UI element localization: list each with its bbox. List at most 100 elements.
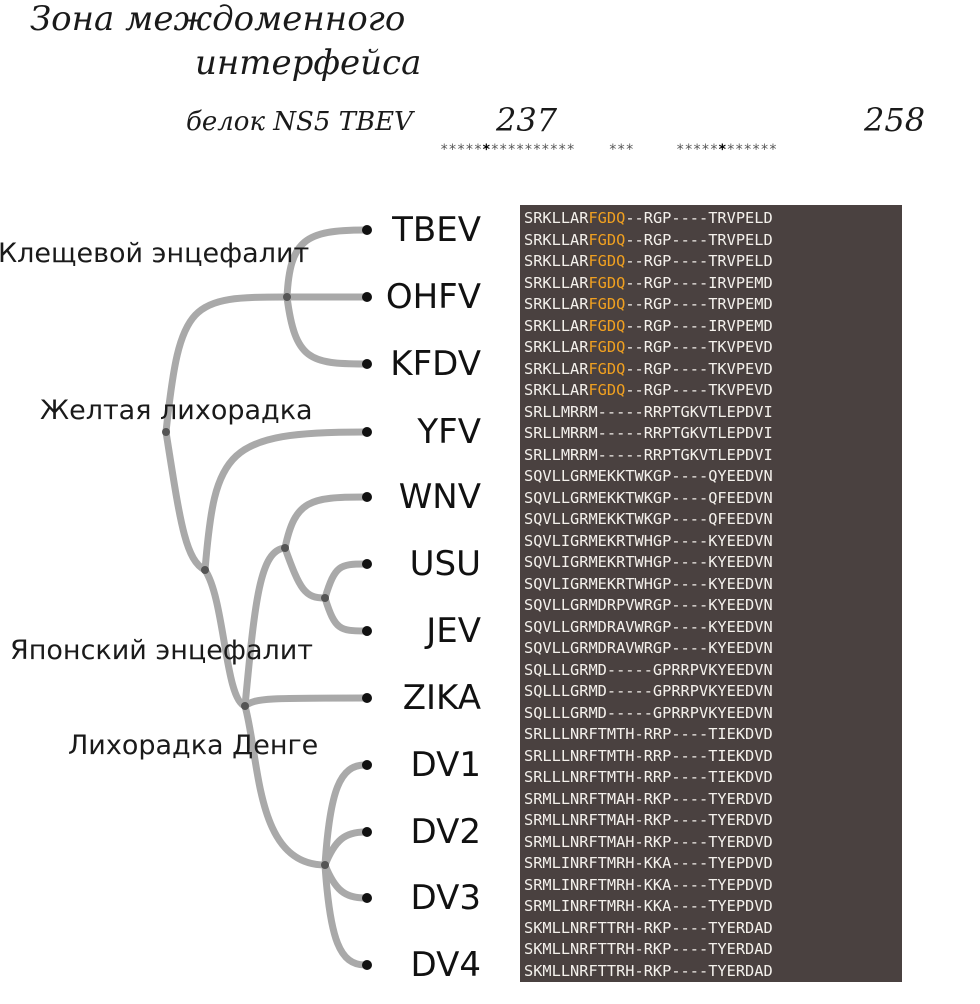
alignment-row: SRMLLNRFTMAH-RKP----TYERDVD [520,789,902,811]
tree-branch-tick-clade [162,293,291,436]
sequence-segment: --RGP----TRVPELD [625,209,773,227]
taxon-label-kfdv: KFDV [390,344,481,384]
sequence-segment: --RGP----TRVPEMD [625,295,773,313]
taxon-label-dv4: DV4 [410,945,481,985]
figure-title-line-2: интерфейса [195,43,422,83]
tree-branch-root-lower [162,428,209,574]
position-label-237: 237 [496,101,558,139]
sequence-segment: SKMLLNRFTTRH-RKP----TYERDAD [524,940,773,958]
sequence-segment: SQVLLGRMEKKTWKGP----QYEEDVN [524,467,773,485]
alignment-row: SRLLMRRM-----RRPTGKVTLEPDVI [520,402,902,424]
highlighted-motif: FGDQ [588,359,626,378]
sequence-segment: --RGP----TKVPEVD [625,359,773,378]
alignment-row: SRKLLARFGDQ--RGP----IRVPEMD [520,316,902,338]
taxon-label-dv1: DV1 [410,745,481,785]
alignment-row: SRLLLNRFTMTH-RRP----TIEKDVD [520,724,902,746]
sequence-segment: SRLLMRRM-----RRPTGKVTLEPDVI [524,445,773,464]
alignment-row: SQLLLGRMD-----GPRRPVKYEEDVN [520,703,902,725]
leaf-dot-dv2 [362,827,372,837]
sequence-segment: SRLLLNRFTMTH-RRP----TIEKDVD [524,768,773,786]
alignment-row: SQVLIGRMEKRTWHGP----KYEEDVN [520,574,902,596]
alignment-row: SRMLLNRFTMAH-RKP----TYERDVD [520,810,902,832]
alignment-row: SRMLINRFTMRH-KKA----TYEPDVD [520,853,902,875]
leaf-dot-yfv [362,427,372,437]
alignment-row: SQLLLGRMD-----GPRRPVKYEEDVN [520,660,902,682]
sequence-segment: SQVLLGRMEKKTWKGP----QFEEDVN [524,488,773,507]
sequence-segment: SRKLLAR [524,338,589,356]
highlighted-motif: FGDQ [588,295,626,313]
position-marker-row: **************** *** ************ [440,142,778,158]
sequence-segment: SQLLLGRMD-----GPRRPVKYEEDVN [524,660,773,679]
sequence-segment: SQVLIGRMEKRTWHGP----KYEEDVN [524,553,773,571]
sequence-alignment: SRKLLARFGDQ--RGP----TRVPELD SRKLLARFGDQ--… [520,205,902,982]
tree-branch-yfv [201,428,369,574]
alignment-row: SRLLMRRM-----RRPTGKVTLEPDVI [520,423,902,445]
alignment-row: SRLLMRRM-----RRPTGKVTLEPDVI [520,445,902,467]
sequence-segment: SQVLLGRMDRPVWRGP----KYEEDVN [524,596,773,614]
sequence-segment: SRKLLAR [524,359,589,378]
tree-node-yfv-split [201,566,209,574]
group-label-dengue: Лихорадка Денге [68,730,319,761]
alignment-row: SRKLLARFGDQ--RGP----TKVPEVD [520,359,902,381]
taxon-label-tbev: TBEV [392,210,481,250]
alignment-row: SQVLIGRMEKRTWHGP----KYEEDVN [520,552,902,574]
group-label-tick-borne-encephalitis: Клещевой энцефалит [0,238,310,269]
sequence-segment: --RGP----IRVPEMD [625,273,773,292]
alignment-row: SQVLLGRMEKKTWKGP----QFEEDVN [520,509,902,531]
sequence-segment: SQVLLGRMDRAVWRGP----KYEEDVN [524,639,773,657]
leaf-dot-dv3 [362,893,372,903]
leaf-dot-zika [362,693,372,703]
alignment-row: SKMLLNRFTTRH-RKP----TYERDAD [520,961,902,983]
alignment-row: SQVLLGRMDRAVWRGP----KYEEDVN [520,617,902,639]
tree-branch-dv4 [321,861,369,969]
tree-branch-zika [241,694,369,710]
alignment-row: SQLLLGRMD-----GPRRPVKYEEDVN [520,681,902,703]
sequence-segment: SRKLLAR [524,381,589,399]
taxon-label-wnv: WNV [398,477,481,517]
tree-node-jev-group [281,544,289,552]
sequence-segment: SRLLMRRM-----RRPTGKVTLEPDVI [524,424,773,442]
sequence-segment: SRLLLNRFTMTH-RRP----TIEKDVD [524,725,773,743]
sequence-segment: SRKLLAR [524,252,589,270]
tree-node-mosquito [241,702,249,710]
alignment-row: SRKLLARFGDQ--RGP----IRVPEMD [520,273,902,295]
tree-branch-tbev [283,226,369,301]
alignment-row: SKMLLNRFTTRH-RKP----TYERDAD [520,918,902,940]
leaf-dot-dv4 [362,960,372,970]
sequence-segment: SRMLINRFTMRH-KKA----TYEPDVD [524,897,773,915]
alignment-row: SRKLLARFGDQ--RGP----TRVPELD [520,208,902,230]
tree-branch-jev-group [241,544,289,710]
sequence-segment: SKMLLNRFTTRH-RKP----TYERDAD [524,918,773,937]
alignment-row: SRKLLARFGDQ--RGP----TRVPELD [520,251,902,273]
sequence-segment: SRKLLAR [524,316,589,335]
sequence-segment: --RGP----TKVPEVD [625,338,773,356]
highlighted-motif: FGDQ [588,316,626,335]
sequence-segment: SRKLLAR [524,230,589,249]
highlighted-motif: FGDQ [588,273,626,292]
highlighted-motif: FGDQ [588,209,626,227]
tree-branch-dv3 [321,861,369,902]
leaf-dot-tbev [362,225,372,235]
tree-branch-usu-jev [281,544,329,602]
protein-label: белок NS5 TBEV [186,107,413,137]
tree-branch-mosquito [201,566,249,710]
highlighted-motif: FGDQ [588,338,626,356]
taxon-label-ohfv: OHFV [385,277,481,317]
highlighted-motif: FGDQ [588,230,626,249]
sequence-segment: SRLLMRRM-----RRPTGKVTLEPDVI [524,402,773,421]
alignment-row: SRMLINRFTMRH-KKA----TYEPDVD [520,875,902,897]
sequence-segment: --RGP----IRVPEMD [625,316,773,335]
tree-node-root [162,428,170,436]
figure-title-line-1: Зона междоменного [30,0,406,39]
taxon-label-dv3: DV3 [410,878,481,918]
sequence-segment: SRKLLAR [524,273,589,292]
sequence-segment: SRMLLNRFTMAH-RKP----TYERDVD [524,811,773,829]
sequence-segment: SQLLLGRMD-----GPRRPVKYEEDVN [524,703,773,722]
leaf-dot-jev [362,626,372,636]
alignment-row: SRMLLNRFTMAH-RKP----TYERDVD [520,832,902,854]
sequence-segment: SQLLLGRMD-----GPRRPVKYEEDVN [524,682,773,700]
alignment-row: SRLLLNRFTMTH-RRP----TIEKDVD [520,746,902,768]
sequence-segment: SQVLLGRMDRAVWRGP----KYEEDVN [524,617,773,636]
sequence-segment: --RGP----TRVPELD [625,252,773,270]
sequence-segment: --RGP----TRVPELD [625,230,773,249]
